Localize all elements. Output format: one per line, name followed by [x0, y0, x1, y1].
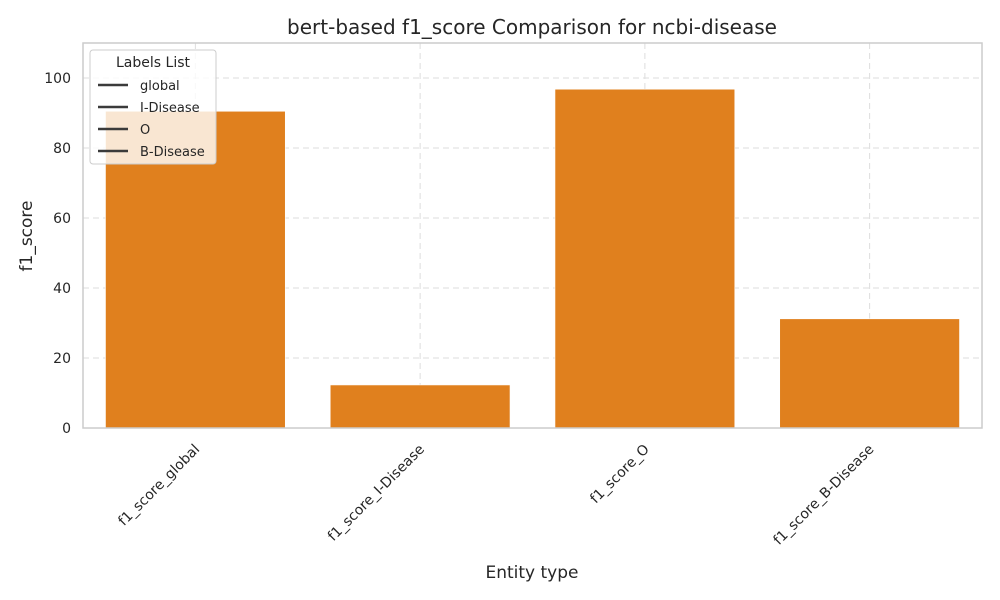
x-tick-label: f1_score_global — [115, 442, 203, 530]
bar-f1_score_B-Disease — [779, 318, 960, 429]
legend: Labels List global I-Disease O B-Disease — [89, 49, 217, 165]
plot-frame — [82, 42, 983, 429]
legend-entry: I-Disease — [140, 101, 200, 116]
x-tick-labels: f1_score_global f1_score_I-Disease f1_scor… — [115, 442, 877, 549]
y-tick-label: 80 — [53, 141, 71, 157]
y-tick-labels: 0 20 40 60 80 100 — [44, 71, 71, 437]
y-tick-label: 60 — [53, 211, 71, 227]
legend-entry: O — [140, 123, 150, 138]
bar-f1_score_I-Disease — [329, 384, 511, 429]
bar-f1_score_O — [554, 88, 736, 429]
y-tick-label: 0 — [62, 421, 71, 437]
y-axis-label: f1_score — [17, 201, 37, 272]
legend-box — [89, 49, 217, 165]
x-tick-label: f1_score_B-Disease — [771, 442, 878, 549]
legend-items: global I-Disease O B-Disease — [98, 79, 205, 160]
chart-title: bert-based f1_score Comparison for ncbi-… — [287, 15, 777, 39]
y-tick-label: 40 — [53, 281, 71, 297]
bars — [105, 88, 960, 429]
x-tick-label: f1_score_I-Disease — [325, 442, 428, 545]
y-tick-label: 20 — [53, 351, 71, 367]
x-tick-label: f1_score_O — [587, 442, 652, 507]
legend-title: Labels List — [116, 55, 190, 71]
x-axis-label: Entity type — [485, 563, 578, 583]
legend-entry: B-Disease — [140, 145, 205, 160]
y-tick-label: 100 — [44, 71, 71, 87]
legend-entry: global — [140, 79, 180, 94]
